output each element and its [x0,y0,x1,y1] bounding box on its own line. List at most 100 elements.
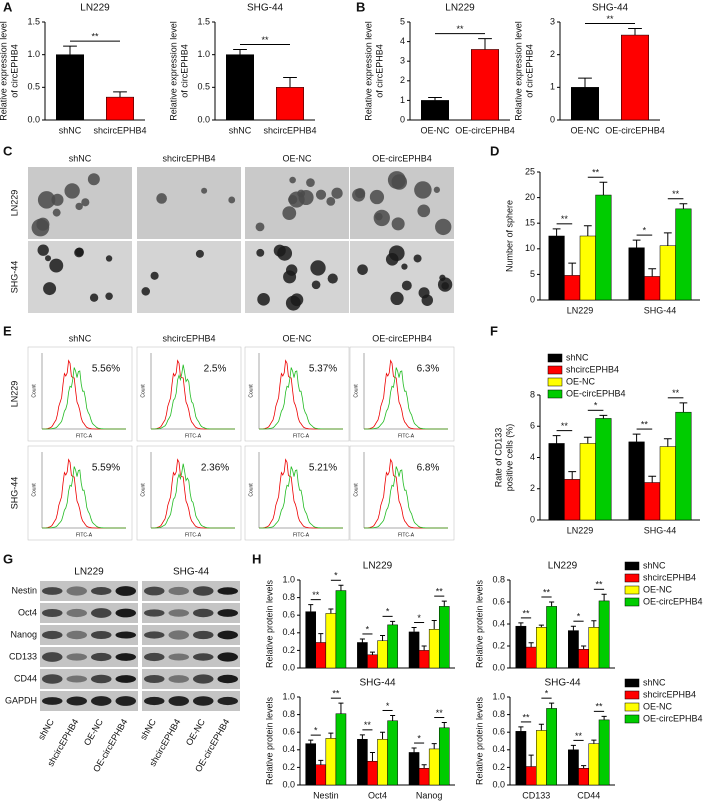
column-label: shcircEPHB4 [162,333,215,343]
blot-band [193,586,214,596]
chart-title: SHG-44 [544,678,581,689]
x-tick-label: LN229 [567,305,594,315]
y-tick-label: 1 [550,82,555,92]
x-axis-label: FITC-A [76,433,93,439]
y-axis-label: Relative expression level [513,21,523,121]
y-axis-label: Relative expression level [0,21,8,121]
protein-label: CD133 [9,651,37,661]
sphere [385,253,399,266]
column-label: shcircEPHB4 [162,153,215,163]
sphere [282,206,297,221]
sphere [288,195,298,205]
row-label: SHG-44 [9,477,19,510]
significance-label: ** [91,32,99,42]
legend-swatch [547,353,563,363]
error-bar [338,584,344,591]
y-axis-label: Count [353,483,359,497]
histogram-green [42,367,126,430]
x-tick-label: shNC [229,125,252,135]
blot-band [168,675,189,683]
y-axis-label: Count [353,384,359,398]
y-axis-label: of circEPHB4 [179,44,189,98]
bar [438,606,450,669]
sphere [369,189,385,205]
sphere [401,280,412,291]
sphere [89,293,99,302]
sphere [441,282,449,290]
sphere [352,188,366,202]
bar [579,443,596,521]
x-axis-label: FITC-A [293,433,310,439]
bar [325,738,337,786]
error-bar [568,471,577,480]
blot-band [91,631,112,639]
blot-band [217,609,238,617]
significance-label: * [417,733,421,743]
sphere [45,255,52,262]
error-bar [390,620,396,625]
sphere [357,264,368,275]
bar [335,590,347,669]
bar [276,87,304,121]
error-bar [308,604,314,612]
blot-band [217,674,238,684]
legend-swatch [624,585,640,595]
x-tick-label: LN229 [567,525,594,535]
error-bar [528,642,534,648]
y-axis-label: Relative protein levels [474,579,484,668]
bar [644,482,661,521]
chart-title: LN229 [445,3,475,14]
sphere [37,244,49,256]
bar [428,629,440,669]
y-tick-label: 0.6 [492,727,505,737]
y-axis-label: Rate of CD133 [493,428,503,488]
bar [548,443,565,521]
error-bar [431,743,437,749]
y-tick-label: 4 [530,452,535,462]
y-axis-label: Count [248,384,254,398]
blot-band [193,630,214,640]
histogram-green [259,367,343,430]
bar [675,208,692,301]
bar [564,479,581,521]
significance-label: ** [592,168,600,178]
y-tick-label: 1.0 [282,691,295,701]
error-bar [338,702,344,714]
bar [595,194,612,301]
bar [564,275,581,301]
legend-label: OE-NC [566,376,596,386]
error-bar [328,608,334,614]
legend-swatch [624,597,640,607]
histogram-frame [244,346,350,442]
y-tick-label: 0.8 [492,574,505,584]
y-axis-label: of circEPHB4 [374,44,384,98]
bar [305,743,317,786]
lane-label: OE-NC [184,717,207,748]
cell-line-label: LN229 [74,567,104,578]
error-bar [518,726,524,732]
y-tick-label: 0.5 [197,82,210,92]
error-bar [679,402,688,413]
bar [387,720,398,786]
blot-band [217,587,238,595]
blot-band [144,674,165,684]
y-tick-label: 2 [550,49,555,59]
y-tick-label: 2 [530,483,535,493]
x-axis-label: FITC-A [185,433,202,439]
y-axis-label: Count [248,483,254,497]
blot-band [42,587,63,595]
bar [367,760,378,786]
sphere [310,260,326,276]
sphere [331,187,343,199]
significance-label: ** [575,731,583,741]
bar [546,606,557,669]
y-tick-label: 25 [525,166,535,176]
y-tick-label: 0.0 [197,114,210,124]
sphere [401,263,408,270]
error-bar [601,715,607,720]
legend-swatch [547,377,563,387]
chart-title: SHG-44 [359,678,396,689]
percentage-label: 5.59% [92,463,120,474]
blot-band [115,631,136,639]
column-label: OE-circEPHB4 [372,153,432,163]
